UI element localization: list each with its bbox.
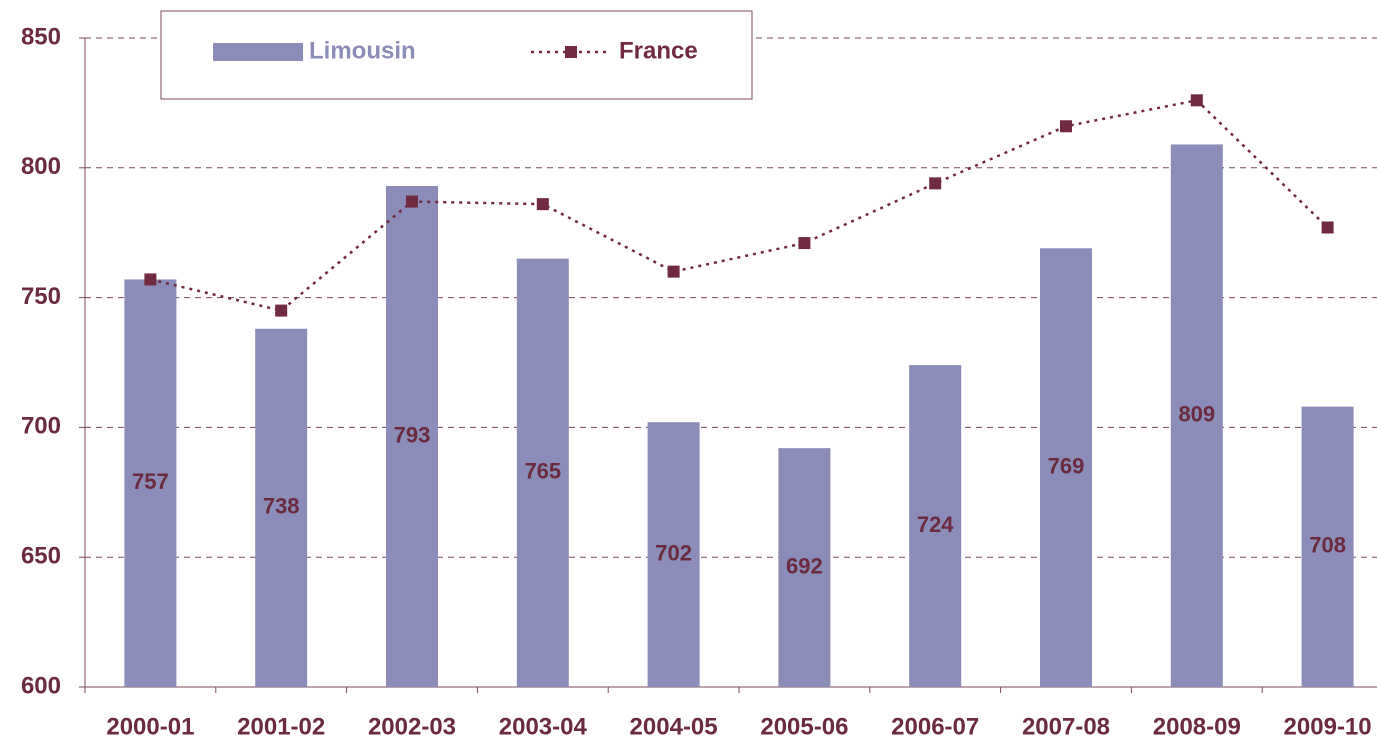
bar (386, 185, 438, 688)
data-label: 793 (394, 422, 431, 447)
legend-marker (565, 46, 577, 58)
data-label: 692 (786, 553, 823, 578)
x-tick-label: 2006-07 (891, 713, 979, 740)
marker (1190, 94, 1203, 107)
bar (1040, 248, 1092, 687)
marker (667, 265, 680, 278)
x-tick-label: 2002-03 (368, 713, 456, 740)
marker (406, 195, 418, 208)
marker (144, 273, 157, 286)
marker (1060, 120, 1072, 133)
bar (255, 328, 308, 687)
data-label: 724 (917, 512, 954, 537)
legend-swatch (213, 43, 303, 61)
data-label: 809 (1178, 402, 1215, 427)
bar (647, 422, 700, 687)
data-label: 769 (1048, 453, 1085, 478)
bar (778, 448, 831, 687)
x-tick-label: 2008-09 (1153, 713, 1241, 740)
line (150, 98, 1329, 312)
y-tick-label: 850 (21, 23, 61, 50)
bar (909, 365, 962, 687)
x-tick-label: 2009-10 (1284, 713, 1372, 740)
x-tick-label: 2000-01 (106, 713, 194, 740)
marker (1321, 221, 1334, 234)
marker (536, 198, 549, 211)
bar (1170, 144, 1223, 687)
marker (275, 304, 288, 317)
data-label: 765 (524, 459, 561, 484)
x-tick-label: 2007-08 (1022, 713, 1110, 740)
marker (929, 177, 942, 190)
marker (798, 237, 811, 250)
bar (124, 279, 177, 687)
x-tick-label: 2005-06 (760, 713, 848, 740)
legend-label: Limousin (309, 37, 416, 64)
data-label: 702 (655, 540, 692, 565)
x-tick-label: 2001-02 (237, 713, 325, 740)
x-tick-label: 2004-05 (630, 713, 718, 740)
y-tick-label: 600 (21, 672, 61, 699)
y-tick-label: 800 (21, 153, 61, 180)
y-tick-label: 750 (21, 283, 61, 310)
bar (1301, 406, 1354, 687)
legend-label: France (619, 37, 698, 64)
y-tick-label: 700 (21, 413, 61, 440)
x-tick-label: 2003-04 (499, 713, 588, 740)
data-label: 708 (1309, 533, 1346, 558)
bar (516, 258, 569, 687)
data-label: 757 (132, 469, 169, 494)
data-label: 738 (263, 494, 300, 519)
y-tick-label: 650 (21, 543, 61, 570)
